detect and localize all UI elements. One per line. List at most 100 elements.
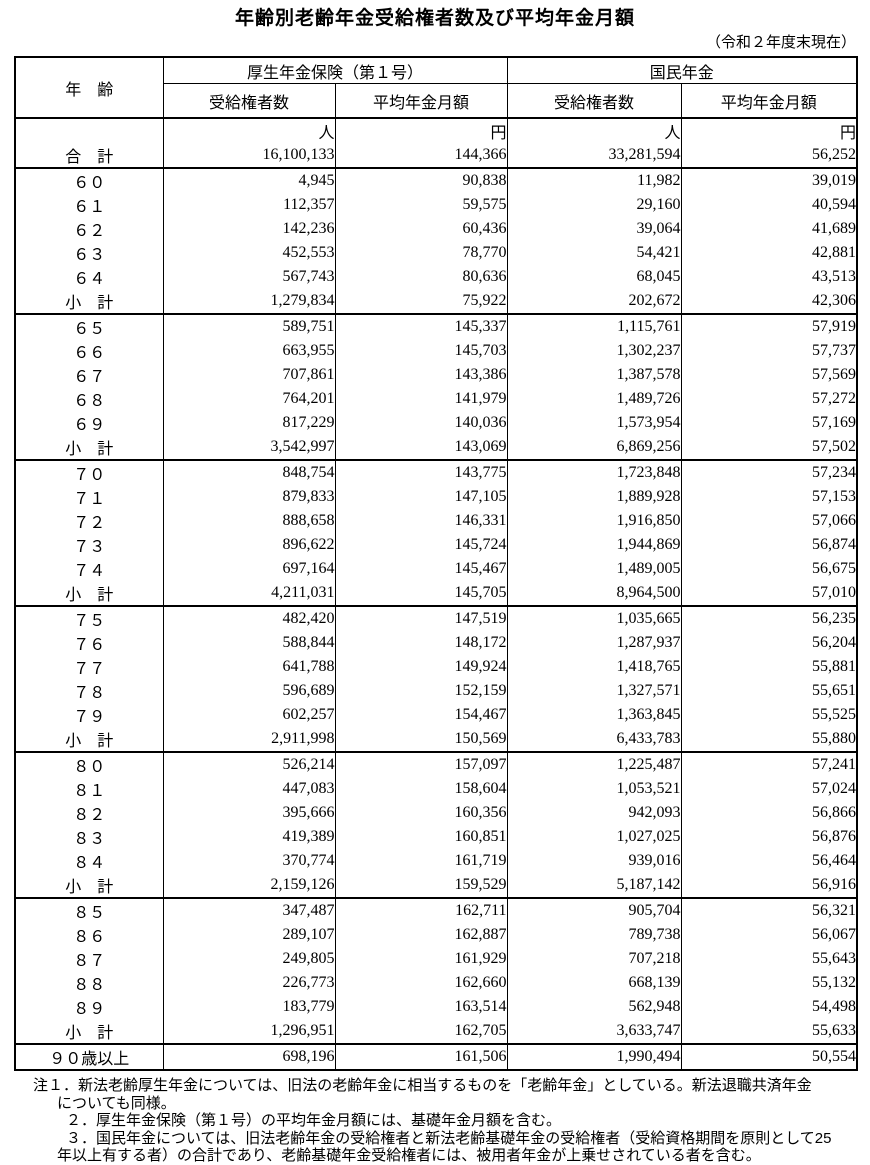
value-cell: 141,979 [334,387,508,411]
value-cell: 698,196 [162,1044,336,1070]
value-cell: 526,214 [162,752,336,777]
age-cell: ６６ [14,339,164,363]
value-cell: 57,024 [680,777,858,801]
value-cell: 160,356 [334,801,508,825]
value-cell: 55,881 [680,655,858,679]
value-cell: 56,916 [680,873,858,898]
table-row: ８５ 347,487 162,711 905,704 56,321 [14,898,858,923]
date-note: （令和２年度末現在） [705,35,856,51]
value-cell: 1,027,025 [506,825,682,849]
age-cell: ７０ [14,460,164,485]
age-cell: ６８ [14,387,164,411]
value-cell: 562,948 [506,995,682,1019]
value-cell: 1,279,834 [162,289,336,314]
unit-cell: 人 [162,118,336,143]
age-cell: ８４ [14,849,164,873]
total-block: 人円人円合 計 16,100,133 144,366 33,281,594 56,252 [14,118,858,168]
table-row: ６１ 112,357 59,575 29,160 40,594 [14,193,858,217]
header-row-groups: 年 齢 厚生年金保険（第１号） 国民年金 [14,57,858,119]
age-cell: 小 計 [14,581,164,606]
value-cell: 60,436 [334,217,508,241]
table-row: ８０ 526,214 157,097 1,225,487 57,241 [14,752,858,777]
age-cell: 小 計 [14,435,164,460]
unit-row: 人円人円 [14,118,858,143]
value-cell: 145,703 [334,339,508,363]
value-cell: 4,211,031 [162,581,336,606]
value-cell: 57,169 [680,411,858,435]
age-cell: ７９ [14,703,164,727]
table-row: ７４ 697,164 145,467 1,489,005 56,675 [14,557,858,581]
age-cell: ８３ [14,825,164,849]
value-cell: 145,724 [334,533,508,557]
value-cell: 50,554 [680,1044,858,1070]
age-cell: ８９ [14,995,164,1019]
table-row: ８４ 370,774 161,719 939,016 56,464 [14,849,858,873]
value-cell: 452,553 [162,241,336,265]
value-cell: 143,775 [334,460,508,485]
value-cell: 1,573,954 [506,411,682,435]
value-cell: 145,467 [334,557,508,581]
value-cell: 668,139 [506,971,682,995]
value-cell: 707,218 [506,947,682,971]
value-cell: 33,281,594 [506,143,682,168]
value-cell: 57,153 [680,485,858,509]
table-row: ７９ 602,257 154,467 1,363,845 55,525 [14,703,858,727]
value-cell: 447,083 [162,777,336,801]
value-cell: 11,982 [506,168,682,193]
age-cell: ８７ [14,947,164,971]
value-cell: 567,743 [162,265,336,289]
value-cell: 1,296,951 [162,1019,336,1044]
table-row: ７２ 888,658 146,331 1,916,850 57,066 [14,509,858,533]
value-cell: 888,658 [162,509,336,533]
grand-total-row: 合 計 16,100,133 144,366 33,281,594 56,252 [14,143,858,168]
footnote-line: 年以上有する者）の合計であり、老齢基礎年金受給権者には、被用者年金が上乗せされて… [57,1147,761,1165]
table-row: ８２ 395,666 160,356 942,093 56,866 [14,801,858,825]
age-cell: ７６ [14,631,164,655]
value-cell: 2,911,998 [162,727,336,752]
value-cell: 78,770 [334,241,508,265]
value-cell: 1,990,494 [506,1044,682,1070]
value-cell: 162,660 [334,971,508,995]
value-cell: 159,529 [334,873,508,898]
value-cell: 896,622 [162,533,336,557]
value-cell: 152,159 [334,679,508,703]
value-cell: 1,489,726 [506,387,682,411]
value-cell: 1,327,571 [506,679,682,703]
value-cell: 161,719 [334,849,508,873]
value-cell: 1,387,578 [506,363,682,387]
pension-table: 年 齢 厚生年金保険（第１号） 国民年金 受給権者数 平均年金月額 受給権者数 … [14,56,859,1071]
table-row: ７６ 588,844 148,172 1,287,937 56,204 [14,631,858,655]
unit-cell: 円 [680,118,858,143]
value-cell: 596,689 [162,679,336,703]
table-row: ９０歳以上 698,196 161,506 1,990,494 50,554 [14,1044,858,1070]
value-cell: 55,633 [680,1019,858,1044]
age-cell: ６０ [14,168,164,193]
value-cell: 789,738 [506,923,682,947]
age-cell [14,118,164,143]
table-row: ６８ 764,201 141,979 1,489,726 57,272 [14,387,858,411]
value-cell: 90,838 [334,168,508,193]
table-row: ６５ 589,751 145,337 1,115,761 57,919 [14,314,858,339]
age-cell: ９０歳以上 [14,1044,164,1070]
value-cell: 54,498 [680,995,858,1019]
value-cell: 150,569 [334,727,508,752]
value-cell: 1,944,869 [506,533,682,557]
value-cell: 55,651 [680,679,858,703]
age-cell: ８６ [14,923,164,947]
value-cell: 602,257 [162,703,336,727]
age-group: ６５ 589,751 145,337 1,115,761 57,919 ６６ 663,955… [14,314,858,460]
value-cell: 41,689 [680,217,858,241]
unit-cell: 人 [506,118,682,143]
value-cell: 56,067 [680,923,858,947]
value-cell: 56,204 [680,631,858,655]
header-recipients-kokumin: 受給権者数 [506,83,682,118]
table-row: ６６ 663,955 145,703 1,302,237 57,737 [14,339,858,363]
value-cell: 143,386 [334,363,508,387]
value-cell: 68,045 [506,265,682,289]
value-cell: 202,672 [506,289,682,314]
table-row: 小 計 2,911,998 150,569 6,433,783 55,880 [14,727,858,752]
value-cell: 764,201 [162,387,336,411]
value-cell: 4,945 [162,168,336,193]
value-cell: 57,010 [680,581,858,606]
age-cell: ６３ [14,241,164,265]
